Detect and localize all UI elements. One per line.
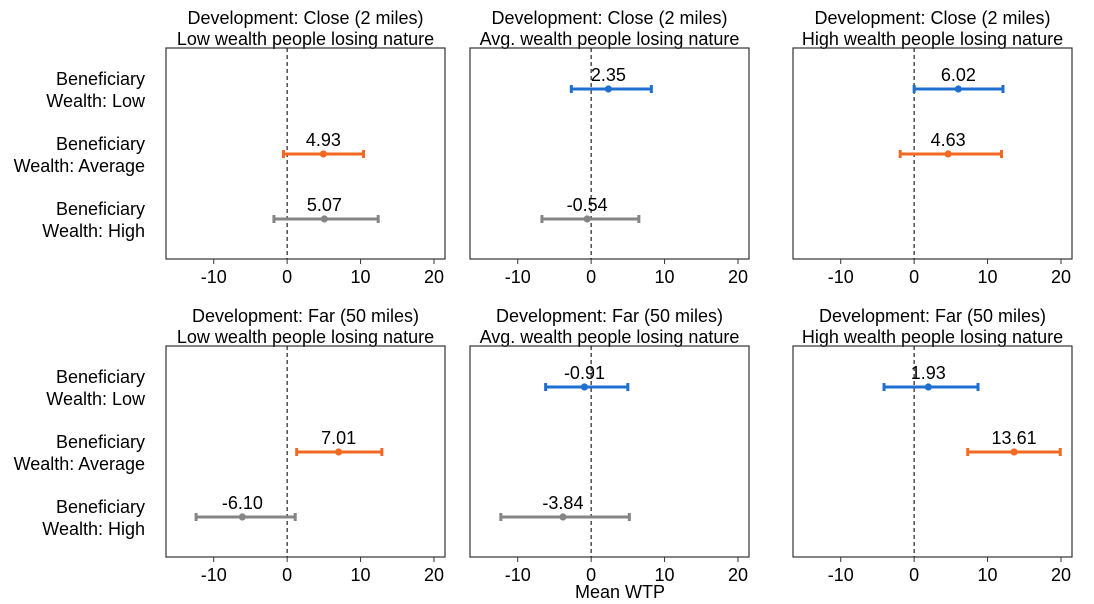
panel-frame bbox=[469, 47, 750, 260]
panel-title-line: Development: Close (2 miles) bbox=[491, 8, 727, 28]
row-label-line: Wealth: Average bbox=[14, 156, 145, 176]
mean-point bbox=[604, 85, 612, 93]
mean-point bbox=[1010, 448, 1018, 456]
panel: Development: Far (50 miles)Low wealth pe… bbox=[165, 306, 446, 585]
mean-point bbox=[319, 150, 327, 158]
row-label-line: Wealth: High bbox=[42, 221, 145, 241]
panel-title-line: Development: Close (2 miles) bbox=[187, 8, 423, 28]
x-tick-label: 20 bbox=[728, 565, 748, 585]
x-tick-label: 10 bbox=[351, 267, 371, 287]
mean-point bbox=[559, 513, 567, 521]
x-tick-label: 10 bbox=[351, 565, 371, 585]
panel-title-line: Avg. wealth people losing nature bbox=[480, 29, 740, 49]
row-label: Beneficiary Wealth: High bbox=[42, 199, 145, 241]
x-tick-label: 0 bbox=[586, 565, 596, 585]
panel: Development: Close (2 miles)Low wealth p… bbox=[165, 8, 446, 287]
mean-point bbox=[238, 513, 246, 521]
data-label: -0.91 bbox=[564, 363, 605, 383]
panel: Development: Far (50 miles)Avg. wealth p… bbox=[469, 306, 750, 585]
data-label: 5.07 bbox=[307, 195, 342, 215]
data-label: 13.61 bbox=[992, 428, 1037, 448]
row-label-line: Beneficiary bbox=[56, 69, 145, 89]
panel-title-line: High wealth people losing nature bbox=[802, 327, 1063, 347]
mean-point bbox=[924, 383, 932, 391]
x-tick-label: -10 bbox=[505, 267, 531, 287]
data-label: -0.54 bbox=[567, 195, 608, 215]
panel-title-line: Low wealth people losing nature bbox=[177, 327, 434, 347]
panels: Development: Close (2 miles)Low wealth p… bbox=[165, 8, 1073, 585]
x-tick-label: 0 bbox=[909, 267, 919, 287]
row-label: Beneficiary Wealth: Low bbox=[46, 367, 146, 409]
panel-title-line: High wealth people losing nature bbox=[802, 29, 1063, 49]
x-tick-label: 10 bbox=[655, 565, 675, 585]
x-axis-label: Mean WTP bbox=[575, 582, 665, 602]
data-label: 6.02 bbox=[941, 65, 976, 85]
mean-point bbox=[335, 448, 343, 456]
mean-point bbox=[583, 215, 591, 223]
data-label: 2.35 bbox=[591, 65, 626, 85]
data-label: 4.93 bbox=[306, 130, 341, 150]
panel-title-line: Low wealth people losing nature bbox=[177, 29, 434, 49]
panel-title-line: Development: Far (50 miles) bbox=[819, 306, 1046, 326]
row-label-line: Wealth: High bbox=[42, 519, 145, 539]
row-label-line: Wealth: Average bbox=[14, 454, 145, 474]
data-label: 1.93 bbox=[911, 363, 946, 383]
panel-title-line: Avg. wealth people losing nature bbox=[480, 327, 740, 347]
data-label: 7.01 bbox=[321, 428, 356, 448]
row-label: Beneficiary Wealth: Average bbox=[14, 432, 145, 474]
x-tick-label: -10 bbox=[201, 267, 227, 287]
x-tick-label: 20 bbox=[728, 267, 748, 287]
row-label-line: Beneficiary bbox=[56, 134, 145, 154]
x-tick-label: 10 bbox=[978, 565, 998, 585]
panel: Development: Close (2 miles)High wealth … bbox=[792, 8, 1073, 287]
x-tick-label: 0 bbox=[586, 267, 596, 287]
x-tick-label: -10 bbox=[201, 565, 227, 585]
mean-point bbox=[954, 85, 962, 93]
panel: Development: Far (50 miles)High wealth p… bbox=[792, 306, 1073, 585]
panel-frame bbox=[469, 345, 750, 558]
panel-frame bbox=[165, 345, 446, 558]
x-tick-label: 20 bbox=[1051, 565, 1071, 585]
panel: Development: Close (2 miles)Avg. wealth … bbox=[469, 8, 750, 287]
row-label-line: Beneficiary bbox=[56, 497, 145, 517]
panel-frame bbox=[792, 345, 1073, 558]
row-label: Beneficiary Wealth: Low bbox=[46, 69, 146, 111]
panel-frame bbox=[165, 47, 446, 260]
row-label-line: Wealth: Low bbox=[46, 389, 146, 409]
row-label-line: Wealth: Low bbox=[46, 91, 146, 111]
row-label: Beneficiary Wealth: High bbox=[42, 497, 145, 539]
x-tick-label: 20 bbox=[424, 565, 444, 585]
panel-title-line: Development: Close (2 miles) bbox=[814, 8, 1050, 28]
data-label: 4.63 bbox=[931, 130, 966, 150]
mean-point bbox=[944, 150, 952, 158]
x-tick-label: 10 bbox=[655, 267, 675, 287]
mean-point bbox=[580, 383, 589, 391]
x-tick-label: 0 bbox=[282, 267, 292, 287]
x-tick-label: 0 bbox=[282, 565, 292, 585]
x-tick-label: 20 bbox=[1051, 267, 1071, 287]
row-label: Beneficiary Wealth: Average bbox=[14, 134, 145, 176]
row-label-line: Beneficiary bbox=[56, 367, 145, 387]
panel-title-line: Development: Far (50 miles) bbox=[192, 306, 419, 326]
panel-frame bbox=[792, 47, 1073, 260]
x-tick-label: -10 bbox=[828, 267, 854, 287]
x-tick-label: 10 bbox=[978, 267, 998, 287]
data-label: -3.84 bbox=[542, 493, 583, 513]
data-label: -6.10 bbox=[222, 493, 263, 513]
x-tick-label: 0 bbox=[909, 565, 919, 585]
x-tick-label: 20 bbox=[424, 267, 444, 287]
row-label-line: Beneficiary bbox=[56, 199, 145, 219]
x-tick-label: -10 bbox=[828, 565, 854, 585]
row-label-line: Beneficiary bbox=[56, 432, 145, 452]
x-tick-label: -10 bbox=[505, 565, 531, 585]
mean-point bbox=[320, 215, 328, 223]
panel-title-line: Development: Far (50 miles) bbox=[496, 306, 723, 326]
